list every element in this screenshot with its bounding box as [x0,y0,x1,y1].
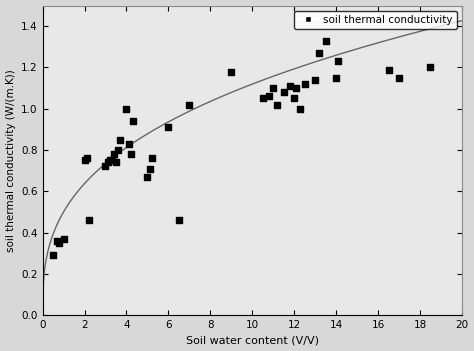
soil thermal conductivity [112,160,120,165]
soil thermal conductivity [185,102,193,107]
soil thermal conductivity [114,147,122,153]
soil thermal conductivity [269,85,277,91]
soil thermal conductivity [117,137,124,143]
soil thermal conductivity [332,75,340,81]
soil thermal conductivity [83,155,91,161]
soil thermal conductivity [265,93,273,99]
soil thermal conductivity [102,164,109,169]
soil thermal conductivity [292,85,300,91]
soil thermal conductivity [127,151,135,157]
soil thermal conductivity [146,166,153,171]
soil thermal conductivity [385,67,392,72]
soil thermal conductivity [125,141,132,147]
soil thermal conductivity [228,69,235,74]
soil thermal conductivity [81,158,88,163]
X-axis label: Soil water content (V/V): Soil water content (V/V) [186,336,319,345]
soil thermal conductivity [259,95,266,101]
soil thermal conductivity [164,125,172,130]
soil thermal conductivity [144,174,151,180]
soil thermal conductivity [106,158,113,163]
soil thermal conductivity [395,75,403,81]
soil thermal conductivity [322,38,329,44]
soil thermal conductivity [110,151,118,157]
soil thermal conductivity [49,252,57,258]
soil thermal conductivity [60,236,67,241]
soil thermal conductivity [291,95,298,101]
soil thermal conductivity [316,50,323,56]
soil thermal conductivity [286,83,294,89]
soil thermal conductivity [427,65,434,70]
soil thermal conductivity [54,238,61,244]
soil thermal conductivity [123,106,130,112]
soil thermal conductivity [108,158,116,163]
Legend: soil thermal conductivity: soil thermal conductivity [294,11,456,29]
soil thermal conductivity [85,217,92,223]
Y-axis label: soil thermal conductivity (W/(m.K)): soil thermal conductivity (W/(m.K)) [6,69,16,252]
soil thermal conductivity [334,59,342,64]
soil thermal conductivity [175,217,182,223]
soil thermal conductivity [104,160,111,165]
soil thermal conductivity [55,240,63,246]
soil thermal conductivity [273,102,281,107]
soil thermal conductivity [148,155,155,161]
soil thermal conductivity [311,77,319,82]
soil thermal conductivity [129,118,137,124]
soil thermal conductivity [280,90,287,95]
soil thermal conductivity [301,81,309,87]
soil thermal conductivity [297,106,304,112]
